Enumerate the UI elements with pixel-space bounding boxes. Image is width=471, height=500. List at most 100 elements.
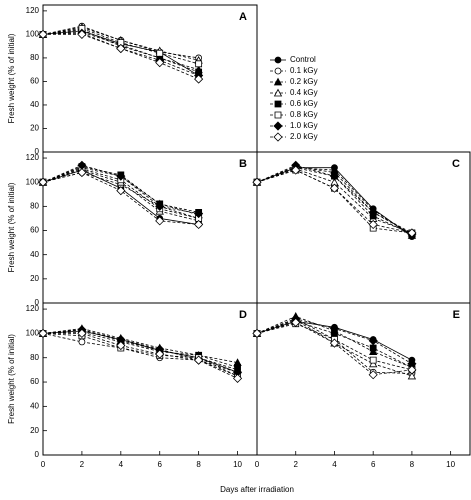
series-line [42,172,199,225]
data-point [252,177,262,187]
legend-label: 0.4 kGy [290,88,318,97]
y-tick-label: 60 [30,77,39,86]
x-tick-label: 10 [446,460,455,469]
data-point [38,177,48,187]
data-point [194,355,204,365]
y-tick-label: 100 [26,30,40,39]
panel-label: C [452,158,460,170]
data-point [291,317,301,328]
y-tick-label: 80 [30,201,39,210]
series-line [42,329,238,373]
y-axis-label: Fresh weight (% of initial) [7,182,16,272]
data-point [369,356,377,364]
data-point [78,338,86,346]
series-line [42,331,238,368]
x-tick-label: 0 [255,460,260,469]
data-point [156,49,164,57]
x-tick-label: 2 [80,460,85,469]
data-point [368,336,378,346]
data-point [407,365,417,375]
legend-marker [273,77,283,86]
x-tick-label: 8 [410,460,415,469]
x-tick-label: 2 [294,460,299,469]
data-point [38,29,48,39]
y-tick-label: 40 [30,401,39,410]
panel-label: A [239,11,247,23]
data-point [116,171,126,181]
data-point [155,58,165,68]
y-tick-label: 0 [35,450,40,459]
series-line [256,322,412,376]
series-line [43,332,238,379]
data-point [407,371,417,380]
data-point [155,349,165,359]
panel-frame [42,302,258,456]
legend-marker [274,67,282,75]
series-line [256,315,413,368]
data-point [252,328,262,338]
panel-frame [42,151,258,304]
panel-frame [256,151,471,304]
y-tick-label: 120 [26,6,40,15]
y-tick-label: 0 [35,147,40,156]
data-point [78,25,86,32]
y-tick-label: 0 [35,298,40,307]
x-tick-label: 6 [371,460,376,469]
legend-label: 1.0 kGy [290,121,318,130]
y-tick-label: 80 [30,53,39,62]
legend-marker [273,132,283,142]
legend-label: 2.0 kGy [290,132,318,141]
data-point [195,60,203,68]
x-tick-label: 4 [119,460,124,469]
series-line [42,330,238,373]
data-point [194,219,204,230]
series-line [42,333,238,377]
x-tick-label: 6 [158,460,163,469]
data-point [291,165,301,175]
data-point [329,183,340,193]
series-line [42,328,238,363]
panel-label: E [453,309,460,321]
data-point [329,323,340,334]
panel-label: B [239,158,247,170]
y-tick-label: 40 [30,250,39,259]
x-tick-label: 10 [233,460,242,469]
legend-label: Control [290,55,316,64]
y-tick-label: 20 [30,426,39,435]
x-tick-label: 0 [41,460,46,469]
data-point [329,171,340,181]
x-tick-label: 4 [332,460,337,469]
data-point [194,74,204,84]
y-tick-label: 60 [30,226,39,235]
y-tick-label: 20 [30,124,39,133]
series-line [42,31,199,73]
legend-marker [274,56,282,64]
legend-marker [274,111,282,119]
legend-marker [273,88,283,97]
data-point [329,338,340,348]
data-point [38,328,48,338]
data-point [232,373,243,383]
y-tick-label: 40 [30,100,39,109]
data-point [155,201,165,211]
data-point [155,216,165,226]
y-tick-label: 100 [26,329,40,338]
data-point [368,370,378,380]
series-line [42,333,238,377]
data-point [116,186,126,196]
y-tick-label: 120 [26,153,40,162]
legend-label: 0.2 kGy [290,77,318,86]
data-point [368,219,378,230]
legend-label: 0.6 kGy [290,99,318,108]
y-axis-label: Fresh weight (% of initial) [7,334,16,424]
y-tick-label: 20 [30,274,39,283]
data-point [369,344,377,352]
data-point [117,39,125,47]
legend-label: 0.8 kGy [290,110,318,119]
y-tick-label: 120 [26,304,40,313]
data-point [77,328,87,338]
data-point [116,43,126,54]
series-line [42,329,238,371]
panel-frame [42,4,258,153]
data-point [116,340,126,351]
